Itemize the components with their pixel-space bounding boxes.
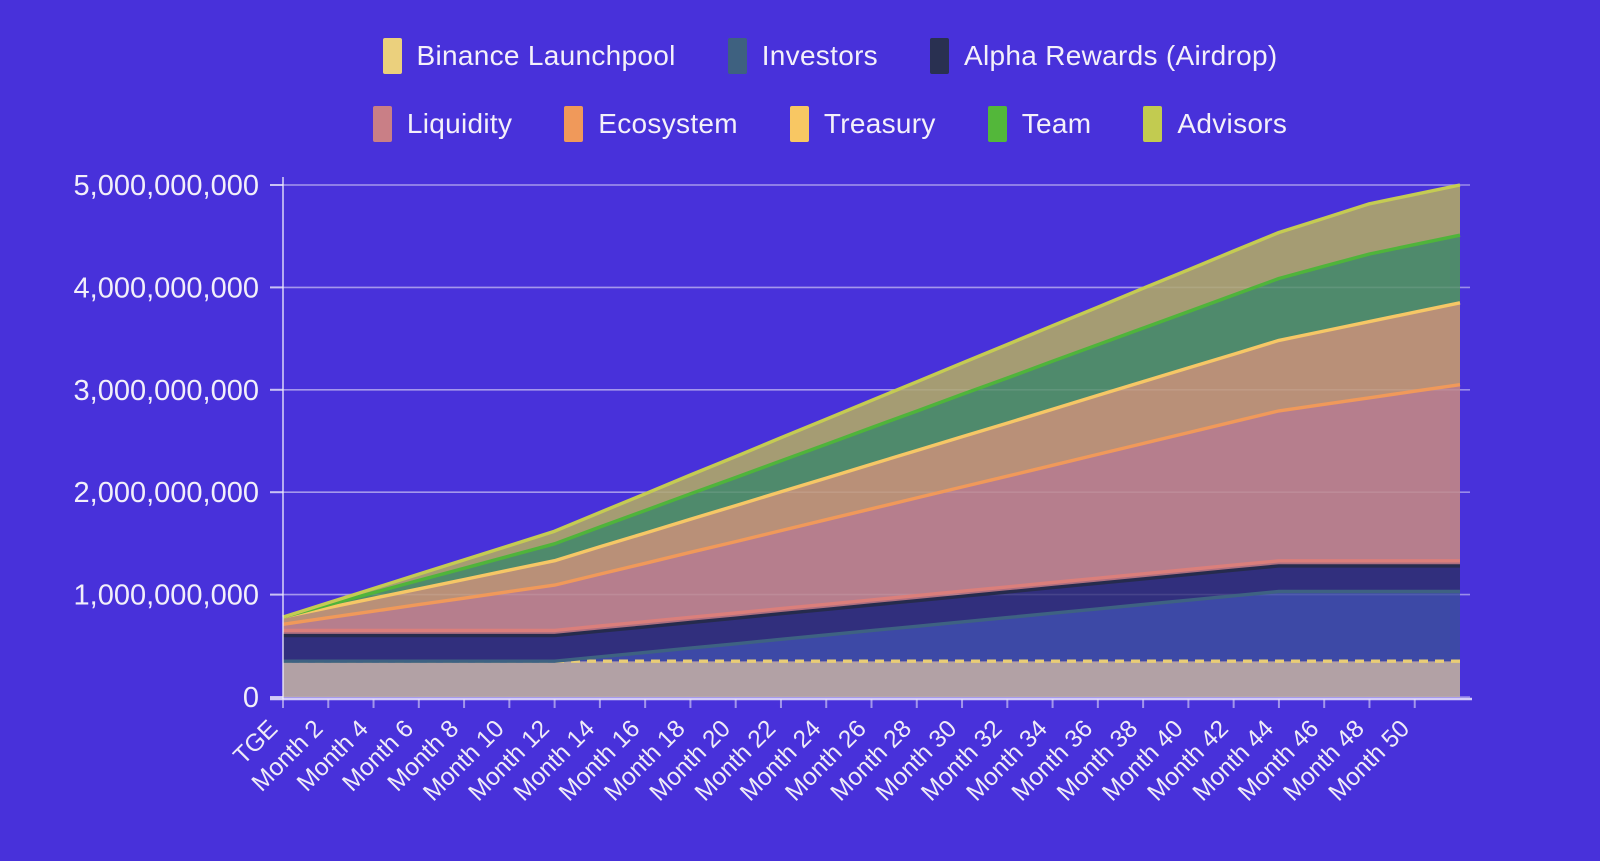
legend-swatch-icon xyxy=(789,106,809,142)
y-axis-label: 3,000,000,000 xyxy=(74,375,259,407)
legend-swatch-icon xyxy=(1143,106,1163,142)
legend-swatch-icon xyxy=(987,106,1007,142)
legend-item-advisors[interactable]: Advisors xyxy=(1143,106,1287,142)
series-stroke-liquidity xyxy=(283,559,1460,633)
legend-label: Binance Launchpool xyxy=(416,40,676,71)
legend-swatch-icon xyxy=(382,38,402,74)
legend-item-team[interactable]: Team xyxy=(987,106,1092,142)
legend-label: Ecosystem xyxy=(598,108,738,139)
series-stroke-team xyxy=(282,233,1461,619)
y-axis-label: 4,000,000,000 xyxy=(74,272,259,304)
area-band-binance-launchpool xyxy=(283,661,1460,697)
legend-swatch-icon xyxy=(372,106,392,142)
legend-label: Advisors xyxy=(1177,108,1288,139)
legend-swatch-icon xyxy=(564,106,584,142)
legend-label: Team xyxy=(1021,108,1092,139)
area-band-treasury xyxy=(283,302,1460,625)
series-stroke-alpha-rewards-airdrop xyxy=(283,564,1460,638)
legend-item-investors[interactable]: Investors xyxy=(727,38,878,74)
series-stroke-ecosystem xyxy=(282,383,1461,626)
legend-label: Liquidity xyxy=(406,108,513,139)
series-stroke-investors xyxy=(283,589,1460,663)
legend-swatch-icon xyxy=(727,38,747,74)
y-axis-label: 2,000,000,000 xyxy=(74,477,259,509)
series-stroke-treasury xyxy=(282,301,1461,619)
legend-row-1: Binance Launchpool Investors Alpha Rewards… xyxy=(382,38,1278,74)
legend-label: Alpha Rewards (Airdrop) xyxy=(964,40,1278,71)
chart-legend: Binance Launchpool Investors Alpha Rewards… xyxy=(100,38,1560,142)
legend-item-binance-launchpool[interactable]: Binance Launchpool xyxy=(382,38,676,74)
area-band-ecosystem xyxy=(283,384,1460,631)
area-band-investors xyxy=(283,591,1460,662)
series-stroke-advisors xyxy=(282,183,1461,619)
legend-row-2: Liquidity Ecosystem Treasury Team Advisors xyxy=(372,106,1287,142)
legend-item-ecosystem[interactable]: Ecosystem xyxy=(564,106,738,142)
area-bands xyxy=(283,185,1460,697)
area-band-team xyxy=(283,235,1460,618)
legend-item-treasury[interactable]: Treasury xyxy=(789,106,936,142)
legend-swatch-icon xyxy=(930,38,949,74)
legend-label: Investors xyxy=(761,40,878,71)
legend-item-alpha-rewards-airdrop[interactable]: Alpha Rewards (Airdrop) xyxy=(930,38,1277,74)
legend-item-liquidity[interactable]: Liquidity xyxy=(372,106,513,142)
y-axis-label: 0 xyxy=(243,682,259,714)
y-axis-label: 1,000,000,000 xyxy=(74,580,259,612)
area-band-alpha-rewards-airdrop xyxy=(283,565,1460,662)
series-strokes xyxy=(282,183,1461,663)
y-axis-label: 5,000,000,000 xyxy=(74,170,259,202)
legend-label: Treasury xyxy=(823,108,936,139)
